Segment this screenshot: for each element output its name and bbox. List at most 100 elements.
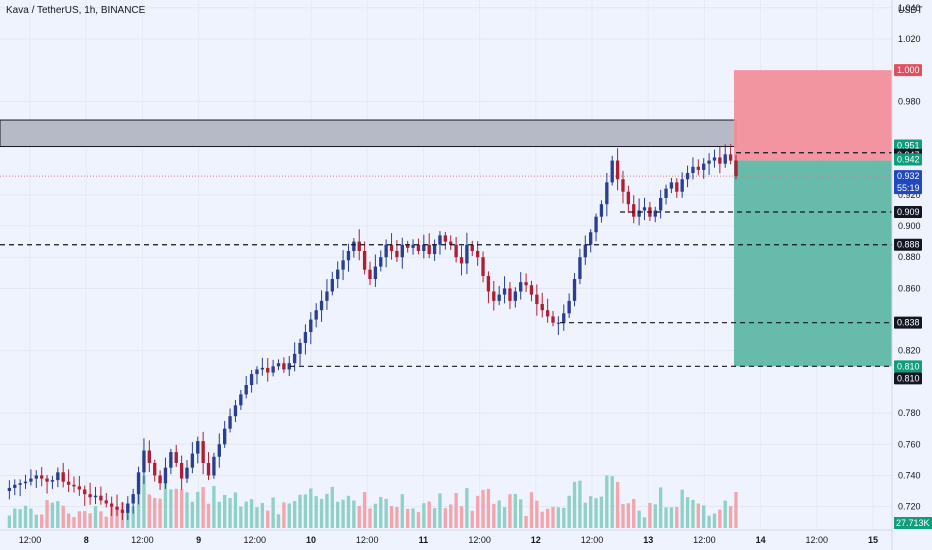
time-tick-label: 14 [756,535,766,545]
candle-down [109,503,114,507]
price-tick-label: 1.040 [898,3,921,13]
candle-up [583,244,587,258]
price-tag-label: 0.838 [897,318,920,328]
candle-up [330,279,334,292]
price-tag-label: 0.810 [897,373,920,383]
candle-up [319,300,324,311]
time-axis[interactable]: 12:00 8 12:00 9 12:00 10 12:00 11 12:00 12 12:00 13… [19,535,878,545]
volume-bar [341,499,345,528]
countdown-label: 55:19 [897,183,920,193]
candle-down [266,367,270,373]
candle-down [99,495,103,501]
volume-bar [271,497,275,528]
candle-up [562,313,566,323]
price-tag-green [894,153,922,166]
candle-down [551,316,555,323]
time-tick-label: 12:00 [131,535,154,545]
volume-bar [443,508,448,528]
time-tick-label: 12:00 [581,535,604,545]
price-tag-black [894,316,922,329]
candle-down [282,363,286,370]
volume-bar [389,506,394,528]
candle-up [400,244,404,258]
volume-bar [93,506,98,528]
volume-bar [373,503,378,528]
candle-up [578,257,582,280]
volume-bar [158,498,162,528]
candle-down [88,494,92,498]
candle-up [169,452,173,468]
volume-bar [109,505,114,528]
time-tick-label: 12:00 [356,535,379,545]
volume-bar [734,491,738,528]
price-tag-label: 0.942 [897,155,920,165]
candle-up [422,244,426,251]
volume-bar [583,502,587,528]
price-tag-label: 0.932 [897,171,920,181]
candle-up [685,173,690,180]
candle-up [23,481,28,484]
price-tick-label: 0.780 [898,408,921,418]
price-tag-label: 0.909 [897,207,920,217]
candle-down [475,250,480,258]
volume-bar [470,510,474,528]
volume-bar [610,476,614,528]
candle-up [142,450,146,473]
candle-up [255,369,259,375]
volume-bar [23,505,28,528]
stop-loss-zone [734,70,892,161]
volume-bar [411,508,415,528]
candle-up [702,163,706,170]
candle-down [416,244,421,251]
volume-bar [718,509,722,528]
price-tag-label: 0.888 [897,240,920,250]
volume-bar [379,496,383,528]
candle-down [459,257,464,264]
candle-up [239,394,243,406]
volume-bar [217,501,221,528]
volume-bar [179,489,184,528]
candle-down [545,310,550,317]
volume-bar [669,507,674,528]
volume-bar [664,507,668,528]
volume-bar [13,508,17,528]
candle-up [341,260,345,270]
volume-bar [632,499,636,528]
volume-bar [691,499,695,528]
volume-bar [615,482,620,528]
volume-bar [206,503,211,528]
volume-bar [481,489,485,528]
volume-bar [653,504,657,528]
candle-down [632,204,636,217]
price-axis[interactable]: 1.040 1.020 0.980 0.920 0.900 0.880 0.860 0.820… [898,3,921,512]
candle-up [212,456,216,476]
volume-bar [228,497,232,528]
candle-up [271,366,275,373]
candle-up [605,182,609,205]
price-tag-label: 0.810 [897,361,920,371]
volume-bar [357,506,361,528]
candle-up [325,291,329,301]
candle-up [196,441,200,454]
candle-up [18,483,22,485]
candle-up [233,405,238,417]
volume-bar [621,504,625,528]
candle-down [535,294,539,304]
candle-down [728,154,733,161]
volume-bar [675,506,679,528]
volume-tag-label: 27.713K [896,518,930,528]
volume-bar [362,491,367,528]
volume-bar [556,507,561,528]
volume-bar [72,517,76,528]
candle-up [29,478,33,482]
volume-bar [702,505,706,528]
volume-bar [524,516,528,528]
time-tick-label: 9 [196,535,201,545]
volume-bar [508,494,512,528]
price-tick-label: 0.820 [898,346,921,356]
candle-down [77,486,82,490]
candle-down [406,244,410,248]
candle-down [83,489,87,495]
horizontal-levels [0,152,892,367]
